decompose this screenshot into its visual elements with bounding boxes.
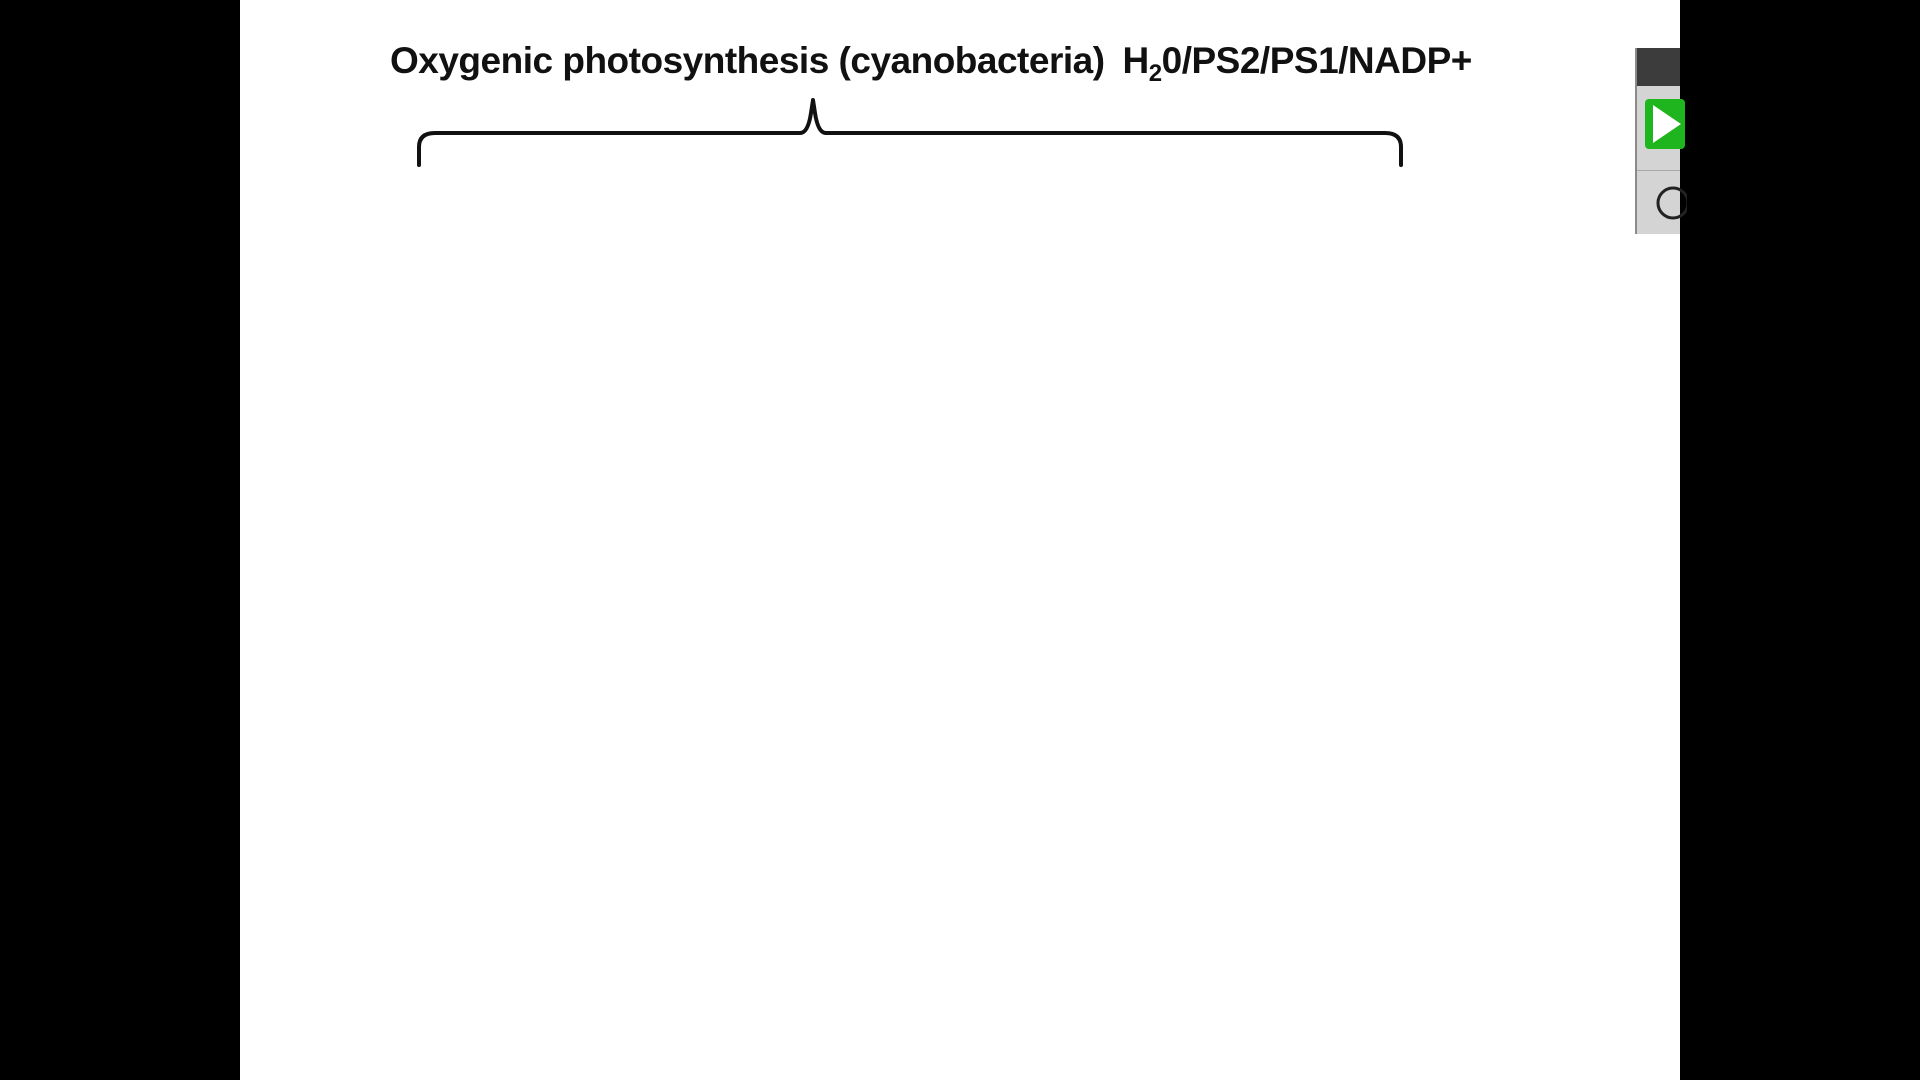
player-divider (1637, 170, 1680, 171)
player-panel (1635, 48, 1690, 234)
formula-subscript: 2 (1148, 60, 1162, 87)
play-button[interactable] (1645, 94, 1685, 154)
formula-prefix: H (1122, 40, 1150, 81)
circle-icon (1656, 186, 1690, 220)
slide: Oxygenic photosynthesis (cyanobacteria) H… (240, 0, 1680, 1080)
formula-suffix: 0/PS2/PS1/NADP+ (1161, 40, 1473, 81)
curly-brace (417, 98, 1403, 167)
record-button[interactable] (1647, 178, 1690, 228)
play-icon (1645, 99, 1685, 149)
title-main: Oxygenic photosynthesis (cyanobacteria) (390, 40, 1105, 81)
player-titlebar[interactable] (1637, 48, 1680, 86)
slide-title: Oxygenic photosynthesis (cyanobacteria) H… (390, 40, 1490, 86)
